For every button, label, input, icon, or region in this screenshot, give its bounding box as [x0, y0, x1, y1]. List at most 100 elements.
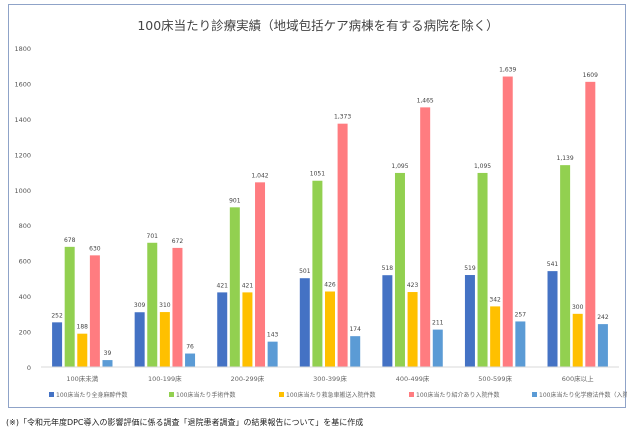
data-label: 242 [597, 314, 609, 321]
data-label: 672 [172, 238, 184, 245]
bar [502, 76, 513, 367]
bar [134, 312, 145, 367]
bar [515, 321, 526, 367]
data-label: 1,373 [334, 114, 351, 121]
bar [312, 180, 323, 367]
chart-frame: 100床当たり診療実績（地域包括ケア病棟を有する病院を除く） 0 200 400 60… [8, 4, 627, 408]
bar [420, 107, 431, 367]
chart-title: 100床当たり診療実績（地域包括ケア病棟を有する病院を除く） [137, 18, 498, 33]
y-tick-label: 1000 [14, 187, 31, 195]
footnote: (※)「令和元年度DPC導入の影響評価に係る調査「退院患者調査」の結果報告につい… [6, 418, 364, 427]
bar [77, 333, 88, 367]
bar [432, 329, 443, 367]
y-tick-label: 1200 [14, 151, 31, 159]
bar [242, 292, 253, 367]
x-tick-label: 300-399床 [313, 374, 347, 383]
data-label: 1,095 [391, 163, 408, 170]
legend-swatch [409, 392, 414, 397]
y-tick-label: 1800 [14, 45, 31, 53]
y-axis: 0 200 400 600 800 1000 1200 1400 1600 1800 [14, 45, 31, 372]
data-label: 901 [229, 197, 241, 204]
x-tick-label: 400-499床 [396, 374, 430, 383]
data-label: 518 [382, 265, 394, 272]
bar-chart: 100床当たり診療実績（地域包括ケア病棟を有する病院を除く） 0 200 400 60… [14, 18, 627, 399]
bar [217, 292, 228, 367]
y-tick-label: 800 [19, 222, 31, 230]
data-label: 701 [147, 233, 159, 240]
data-label: 678 [64, 237, 76, 244]
bar [267, 341, 278, 367]
legend-label: 100床当たり救急車搬送入院件数 [286, 391, 375, 399]
bar [407, 292, 418, 367]
x-tick-label: 600床以上 [562, 374, 594, 383]
data-label: 39 [104, 350, 112, 357]
bar [147, 242, 158, 367]
data-label: 1,465 [417, 97, 434, 104]
y-tick-label: 200 [19, 329, 31, 337]
legend: 100床当たり全身麻酔件数 100床当たり手術件数 100床当たり救急車搬送入院件数… [49, 391, 627, 399]
data-label: 342 [489, 296, 501, 303]
bar [185, 353, 196, 367]
data-label: 1609 [583, 72, 598, 79]
data-label: 300 [572, 304, 584, 311]
bar [547, 271, 558, 367]
legend-swatch [279, 392, 284, 397]
x-tick-label: 500-599床 [478, 374, 512, 383]
data-label: 174 [349, 326, 361, 333]
bar [52, 322, 63, 367]
legend-swatch [169, 392, 174, 397]
data-label: 1,139 [557, 155, 574, 162]
data-label: 630 [89, 245, 101, 252]
y-tick-label: 1400 [14, 116, 31, 124]
data-label: 76 [186, 344, 194, 351]
legend-label: 100床当たり全身麻酔件数 [56, 391, 127, 399]
legend-label: 100床当たり手術件数 [176, 391, 235, 399]
bar [102, 360, 113, 367]
data-label: 252 [51, 312, 63, 319]
data-label: 1,639 [499, 67, 516, 74]
bar [89, 255, 100, 367]
data-label: 1,042 [251, 172, 268, 179]
bar [585, 81, 596, 368]
bar [560, 165, 571, 367]
data-label: 310 [159, 302, 171, 309]
data-label: 309 [134, 302, 146, 309]
data-label: 426 [324, 282, 336, 289]
data-label: 421 [217, 282, 229, 289]
data-label: 501 [299, 268, 311, 275]
y-tick-label: 1600 [14, 80, 31, 88]
legend-label: 100床当たり紹介あり入院件数 [416, 391, 499, 399]
data-label: 143 [267, 332, 279, 339]
data-label: 423 [407, 282, 419, 289]
data-label: 1051 [310, 171, 325, 178]
data-label: 421 [242, 282, 254, 289]
bar [159, 312, 170, 367]
bars: 252 678 188 630 39 309 701 310 672 76 421 901 421 1,0… [51, 67, 609, 368]
legend-swatch [532, 392, 537, 397]
bar [255, 182, 266, 367]
bar [337, 123, 348, 367]
legend-label: 100床当たり化学療法件数（入院） [539, 391, 627, 399]
bar [394, 172, 405, 367]
bar [597, 324, 608, 367]
y-tick-label: 400 [19, 293, 31, 301]
x-tick-label: 200-299床 [231, 374, 265, 383]
data-label: 188 [77, 324, 89, 331]
bar [477, 172, 488, 367]
data-label: 257 [515, 311, 527, 318]
bar [464, 275, 475, 367]
bar [490, 306, 501, 367]
bar [172, 247, 183, 367]
data-label: 519 [464, 265, 476, 272]
legend-swatch [49, 392, 54, 397]
y-tick-label: 0 [27, 364, 31, 372]
bar [572, 313, 583, 367]
x-tick-label: 100床未満 [66, 374, 98, 383]
data-label: 541 [547, 261, 559, 268]
bar [229, 207, 240, 367]
bar [299, 278, 310, 367]
x-axis: 100床未満 100-199床 200-299床 300-399床 400-499床 50… [41, 366, 619, 383]
bar [350, 336, 361, 367]
data-label: 211 [432, 320, 444, 327]
bar [382, 275, 393, 367]
